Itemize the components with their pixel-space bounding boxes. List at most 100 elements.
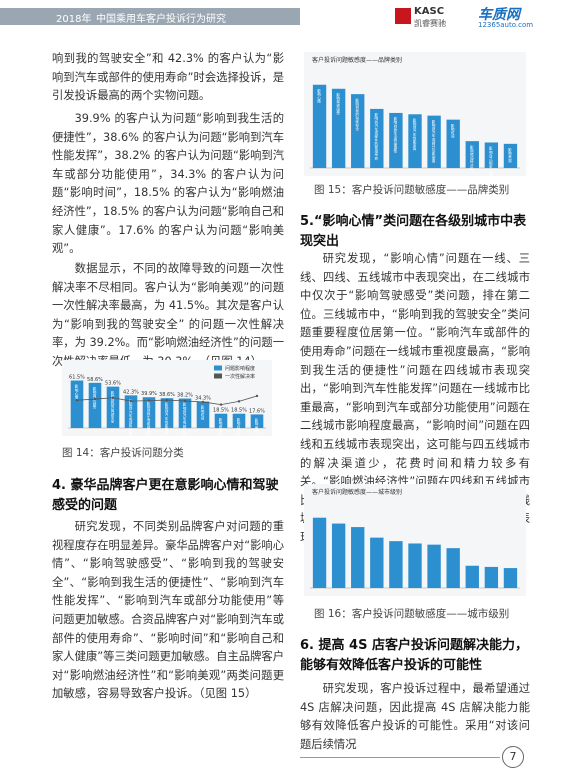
category-label: 影响心情 (316, 88, 321, 104)
bar (178, 398, 192, 428)
paragraph: 响到我的驾驶安全”和 42.3% 的客户认为“影响到汽车或部件的使用寿命”时会选… (52, 52, 284, 103)
bar (484, 142, 499, 168)
heading: 6. 提高 4S 店客户投诉问题解决能力，能够有效降低客户投诉的可能性 (300, 638, 528, 673)
heading: 4. 豪华品牌客户更在意影响心情和驾驶感受的问题 (52, 478, 279, 513)
legend-label: 一次性解决率 (225, 373, 255, 380)
bar (124, 395, 138, 428)
bar (331, 523, 346, 588)
category-label: 影响到我生活的便捷性 (146, 400, 151, 436)
category-label: 影响心情 (74, 384, 79, 400)
bar (214, 413, 228, 428)
line-point (93, 397, 97, 401)
header-year: 2018年 (56, 14, 92, 25)
paragraph: 研究发现，客户投诉过程中，最希望通过 4S 店解决问题，因此提高 4S 店解决能… (300, 682, 530, 751)
value-label: 17.6% (249, 408, 265, 414)
bar (389, 541, 403, 588)
bar (250, 414, 264, 428)
logo-url: 12365auto.com (478, 21, 534, 29)
category-label: 影响到汽车或部分功能使用 (182, 402, 187, 436)
value-label: 42.3% (123, 389, 139, 395)
header-title: 中国乘用车客户投诉行为研究 (96, 14, 226, 25)
category-label: 影响到我的驾驶安全 (110, 390, 115, 423)
bar (370, 108, 384, 168)
category-label: 影响美观 (507, 147, 512, 163)
paragraph: 研究发现，不同类别品牌客户对问题的重视程度存在明显差异。豪华品牌客户对“影响心情… (52, 520, 284, 701)
logo-kasc-cn: 凯睿赛驰 (414, 19, 446, 28)
figure-14: 61.5% 影响心情 58.6% 影响驾驶感受 53.6% 影响到我的驾驶安全 42.3% 影… (62, 360, 272, 436)
value-label: 18.5% (231, 408, 247, 414)
legend-label: 问题影响程度 (225, 365, 255, 372)
caption: 图 15：客户投诉问题敏感度——品牌类别 (314, 184, 510, 196)
category-label: 影响到汽车或部件的使用寿命 (374, 112, 379, 160)
bar (503, 143, 518, 168)
bar (370, 537, 384, 588)
chart-title: 客户投诉问题敏感度——品牌类别 (312, 56, 402, 64)
category-label: 影响到我生活的便捷性 (393, 116, 398, 153)
bar (465, 141, 479, 168)
figure-16: 客户投诉问题敏感度——城市级别 (304, 484, 526, 596)
value-label: 53.6% (105, 381, 121, 387)
legend-swatch (214, 373, 222, 379)
line-point (237, 400, 241, 403)
bar (446, 548, 460, 588)
logo-kasc: KASC (414, 6, 445, 17)
logo-12365: 车质网 (478, 7, 520, 23)
bar (446, 119, 460, 168)
value-label: 58.6% (87, 377, 103, 383)
value-label: 18.5% (213, 408, 229, 414)
category-label: 影响自己和家人健康 (236, 417, 241, 436)
value-label: 61.5% (69, 375, 85, 381)
bar (196, 401, 210, 428)
bar (106, 386, 120, 428)
paragraph: 39.9% 的客户认为问题“影响到我生活的便捷性”，38.6% 的客户认为问题“… (52, 112, 284, 256)
bar (408, 543, 422, 588)
caption: 图 14：客户投诉问题分类 (62, 447, 184, 459)
category-label: 影响到汽车或部分功能使用 (431, 119, 436, 164)
heading: 5.“影响心情”类问题在各级别城市中表现突出 (300, 214, 527, 249)
chart-title: 客户投诉问题敏感度——城市级别 (312, 488, 402, 496)
paragraph: 数据显示，不同的故障导致的问题一次性解决率不尽相同。客户认为“影响美观”的问题一… (52, 262, 284, 368)
caption: 图 16：客户投诉问题敏感度——城市级别 (314, 608, 510, 620)
line-point (183, 399, 187, 403)
value-label: 38.6% (159, 392, 175, 398)
bar (312, 84, 327, 168)
bar (160, 398, 174, 428)
bar (312, 517, 327, 588)
line-point (75, 399, 79, 402)
value-label: 34.3% (195, 396, 211, 402)
header-band (0, 8, 300, 25)
bar (232, 413, 246, 428)
bar (142, 397, 156, 428)
bar (389, 112, 403, 168)
bar (503, 568, 518, 588)
line-point (165, 398, 169, 402)
bar (88, 382, 102, 428)
footer-rule (300, 757, 500, 758)
line-point (111, 396, 115, 399)
bar (408, 114, 422, 168)
category-label: 影响燃油经济性 (218, 417, 223, 436)
bar (427, 544, 441, 588)
line-point (129, 399, 133, 403)
bar (427, 115, 441, 168)
category-label: 影响驾驶感受 (335, 92, 340, 115)
bar (331, 88, 346, 168)
category-label: 影响时间 (200, 405, 205, 421)
line-point (219, 403, 223, 406)
value-label: 39.9% (141, 391, 157, 397)
category-label: 影响到汽车性能发挥 (164, 401, 169, 435)
category-label: 影响驾驶感受 (92, 386, 97, 409)
bar (484, 566, 499, 588)
category-label: 影响美观 (254, 418, 259, 434)
category-label: 影响到汽车性能发挥 (412, 117, 417, 151)
value-label: 38.2% (177, 393, 193, 399)
bar (465, 565, 479, 588)
category-label: 影响时间 (450, 123, 455, 139)
line-point (147, 399, 151, 402)
page-number: 7 (502, 746, 524, 768)
line-point (255, 394, 259, 398)
bar (351, 94, 365, 168)
category-label: 影响到汽车或部件的使用寿命 (128, 399, 133, 436)
